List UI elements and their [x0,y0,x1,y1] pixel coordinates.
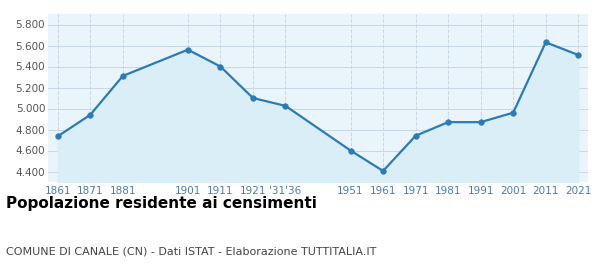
Text: Popolazione residente ai censimenti: Popolazione residente ai censimenti [6,196,317,211]
Text: COMUNE DI CANALE (CN) - Dati ISTAT - Elaborazione TUTTITALIA.IT: COMUNE DI CANALE (CN) - Dati ISTAT - Ela… [6,246,376,256]
